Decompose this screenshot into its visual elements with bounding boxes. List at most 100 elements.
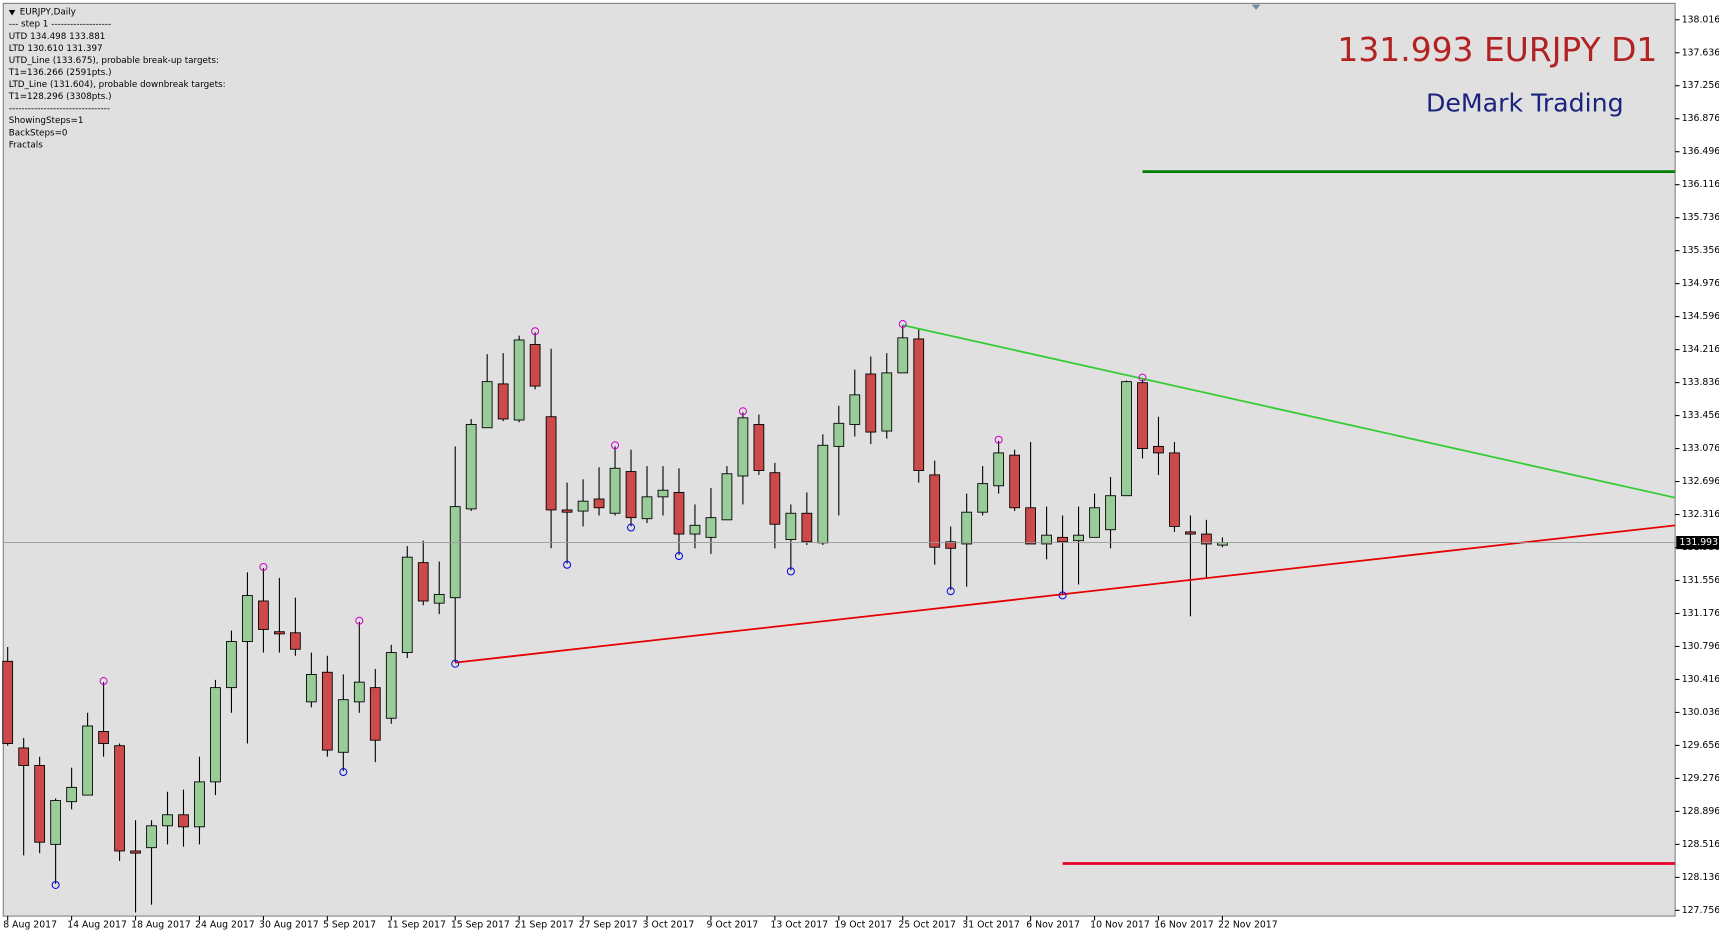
y-tick-label: 131.176 [1682,608,1719,619]
x-tick-label: 25 Oct 2017 [898,919,956,930]
candle-body [369,687,381,741]
info-line: T1=128.296 (3308pts.) [8,92,112,102]
y-tick-label: 133.836 [1682,377,1719,388]
candle-body [465,424,477,510]
x-tick-label: 22 Nov 2017 [1218,919,1278,930]
candle-body [929,474,941,548]
candle-body [290,632,301,650]
candle-body [513,339,525,421]
candle-body [737,417,749,477]
candle-body [1121,381,1132,497]
candle-body [993,452,1005,487]
info-line: BackSteps=0 [9,128,68,138]
chart-title: 131.993 EURJPY D1 [1337,30,1657,69]
y-tick-label: 130.416 [1682,674,1719,685]
candle-body [1057,536,1068,543]
fractal-up [99,677,108,686]
candle-body [2,660,14,744]
candle-body [1169,452,1180,527]
y-tick-label: 130.796 [1682,641,1719,652]
x-tick-label: 14 Aug 2017 [67,919,127,930]
x-tick-label: 13 Oct 2017 [770,919,828,930]
y-tick-label: 137.636 [1682,47,1719,58]
x-tick-label: 6 Nov 2017 [1026,919,1080,930]
fractal-down [563,560,572,569]
y-tick-label: 129.276 [1682,773,1719,784]
candle-body [242,595,253,642]
candle-body [98,731,109,744]
candle-body [18,747,30,766]
x-tick-label: 18 Aug 2017 [131,919,191,930]
candle-body [561,509,573,513]
y-tick-label: 136.496 [1682,146,1719,157]
candle-body [705,517,717,538]
candle-body [913,338,925,471]
y-tick-label: 128.896 [1682,806,1719,817]
info-line: LTD 130.610 131.397 [9,44,103,54]
candle-body [114,745,125,852]
fractal-up [611,441,620,450]
chart-subtitle: DeMark Trading [1426,88,1624,117]
y-tick-label: 136.876 [1682,113,1719,124]
x-tick-label: 27 Sep 2017 [579,919,638,930]
fractal-down [51,880,60,889]
x-tick-label: 19 Oct 2017 [834,919,892,930]
candle-body [721,473,733,521]
candle-body [34,765,46,843]
candle-body [385,652,397,719]
x-tick-label: 16 Nov 2017 [1154,919,1214,930]
candle-body [881,372,893,432]
candle-body [753,424,765,471]
candle-body [1025,507,1036,545]
fractal-down [339,768,348,777]
y-tick-label: 137.256 [1682,80,1719,91]
y-tick-label: 135.736 [1682,212,1719,223]
fractal-down [627,523,636,532]
candle-body [689,524,701,535]
candle-body [226,641,237,689]
candle-body [1153,445,1164,454]
candle-body [1201,533,1212,545]
candle-body [449,506,461,599]
candle-body [577,500,589,512]
price-label-box [1676,535,1719,550]
x-tick-label: 11 Sep 2017 [387,919,446,930]
x-tick-label: 9 Oct 2017 [707,919,759,930]
candle-body [865,373,877,433]
candle-body [130,850,141,854]
y-tick-label: 135.356 [1682,245,1719,256]
candle-body [641,496,653,520]
candle-body [849,394,861,425]
candle-body [1105,495,1116,531]
fractal-down [451,659,460,668]
shift-marker [1251,4,1261,10]
candle-body [178,814,189,828]
candle-body [274,631,285,635]
y-tick-label: 132.696 [1682,476,1719,487]
trend-line [902,324,1676,499]
candle-body [833,422,845,447]
candle-body [801,512,813,543]
x-tick-label: 31 Oct 2017 [962,919,1020,930]
info-line: --- step 1 ------------------- [9,20,111,30]
fractal-up [355,616,364,625]
candle-body [1185,531,1196,535]
candle-body [769,472,781,525]
info-line: UTD 134.498 133.881 [9,32,106,42]
x-tick-label: 24 Aug 2017 [195,919,255,930]
candle-body [817,444,829,544]
candle-body [401,556,413,653]
fractal-up [738,407,747,416]
candle-body [1041,534,1052,545]
candle-body [545,416,557,511]
fractal-up [898,320,907,329]
candle-body [593,498,605,509]
y-tick-label: 134.216 [1682,344,1719,355]
info-line: UTD_Line (133.675), probable break-up ta… [9,56,219,66]
candle-body [1073,534,1084,542]
x-tick-label: 3 Oct 2017 [643,919,695,930]
candle-body [1009,454,1021,509]
x-tick-label: 5 Sep 2017 [323,919,376,930]
